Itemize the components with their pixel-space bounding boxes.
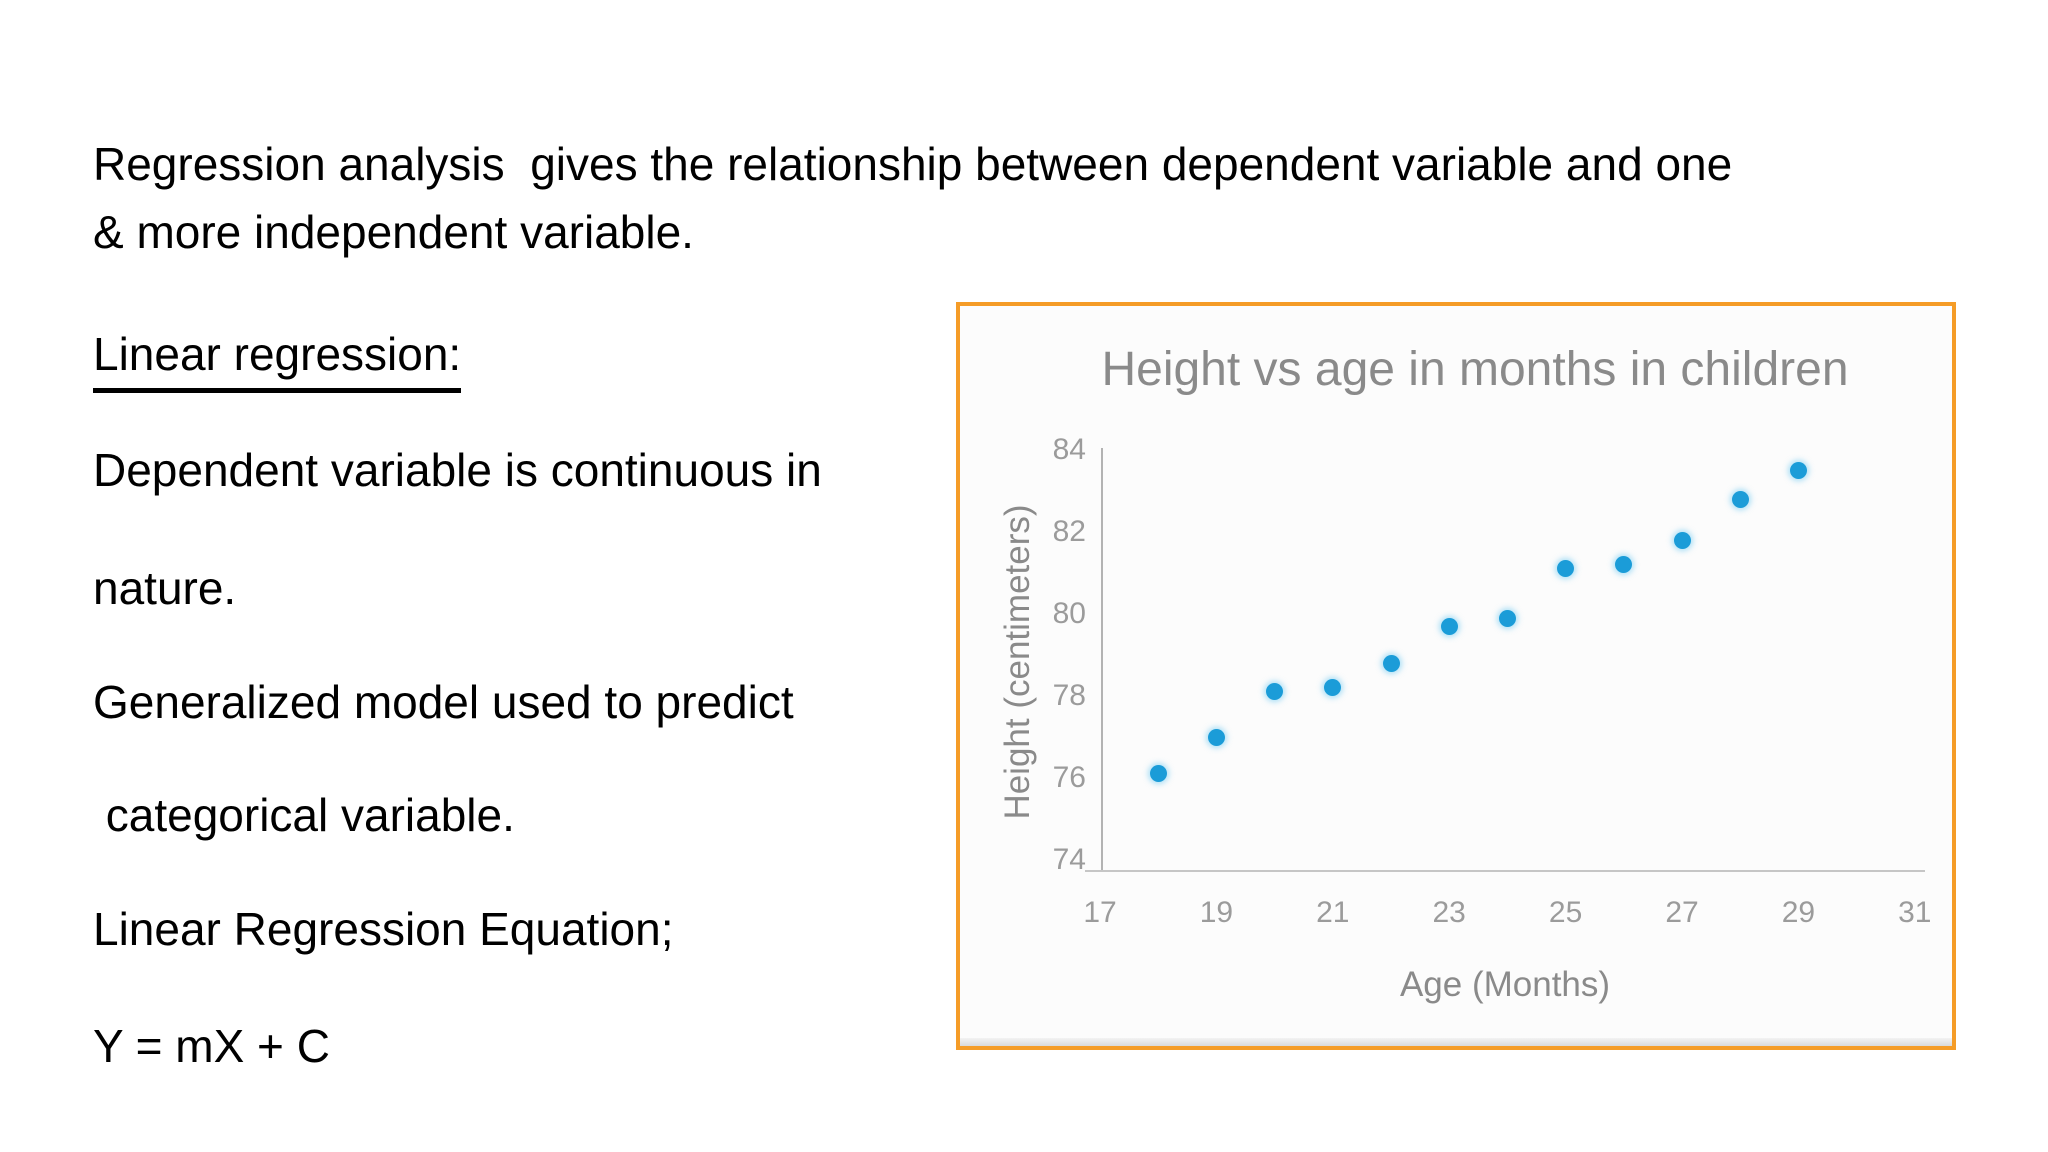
data-point — [1557, 560, 1575, 578]
heading-text: Linear regression: — [93, 328, 462, 393]
body-line-5: Linear Regression Equation; — [93, 903, 674, 955]
data-point — [1615, 556, 1633, 574]
x-axis-line — [1085, 870, 1925, 872]
data-point — [1149, 765, 1167, 783]
data-point — [1324, 679, 1342, 697]
y-tick-label: 82 — [1052, 515, 1086, 548]
data-point — [1498, 609, 1516, 627]
paragraph-line-1: Regression analysis gives the relationsh… — [93, 138, 1733, 190]
data-point — [1440, 617, 1458, 635]
data-point — [1673, 531, 1691, 549]
y-tick-label: 80 — [1052, 597, 1086, 630]
x-tick-label: 21 — [1316, 896, 1350, 929]
y-tick-label: 74 — [1052, 843, 1086, 876]
data-point — [1382, 654, 1400, 672]
body-line-3: Generalized model used to predict — [93, 676, 794, 728]
y-tick-label: 78 — [1052, 679, 1086, 712]
body-line-1: Dependent variable is continuous in — [93, 444, 822, 496]
x-tick-label: 29 — [1781, 896, 1816, 929]
body-line-4: categorical variable. — [93, 789, 515, 841]
paragraph-line-2: & more independent variable. — [93, 206, 694, 258]
y-axis-line — [1101, 448, 1103, 872]
x-axis-label: Age (Months) — [1399, 965, 1611, 1004]
x-tick-label: 17 — [1083, 896, 1117, 929]
body-line-2: nature. — [93, 562, 237, 614]
data-point — [1207, 728, 1225, 746]
equation-text: Y = mX + C — [93, 1020, 330, 1072]
x-tick-label: 25 — [1548, 896, 1583, 929]
plot-area: Height vs age in months in children Heig… — [956, 302, 1956, 1050]
linear-regression-heading: Linear regression: — [93, 328, 462, 393]
chart-panel: Height vs age in months in children Heig… — [956, 302, 1956, 1050]
chart-title: Height vs age in months in children — [1101, 343, 1849, 396]
x-tick-label: 19 — [1199, 896, 1234, 929]
y-tick-label: 84 — [1052, 433, 1086, 466]
x-tick-label: 23 — [1432, 896, 1466, 929]
bottom-strip — [960, 1038, 1952, 1046]
x-tick-label: 31 — [1898, 896, 1932, 929]
data-point — [1731, 490, 1749, 508]
y-tick-label: 76 — [1052, 761, 1086, 794]
data-point — [1789, 462, 1807, 479]
x-tick-label: 27 — [1665, 896, 1699, 929]
data-point — [1266, 683, 1284, 701]
